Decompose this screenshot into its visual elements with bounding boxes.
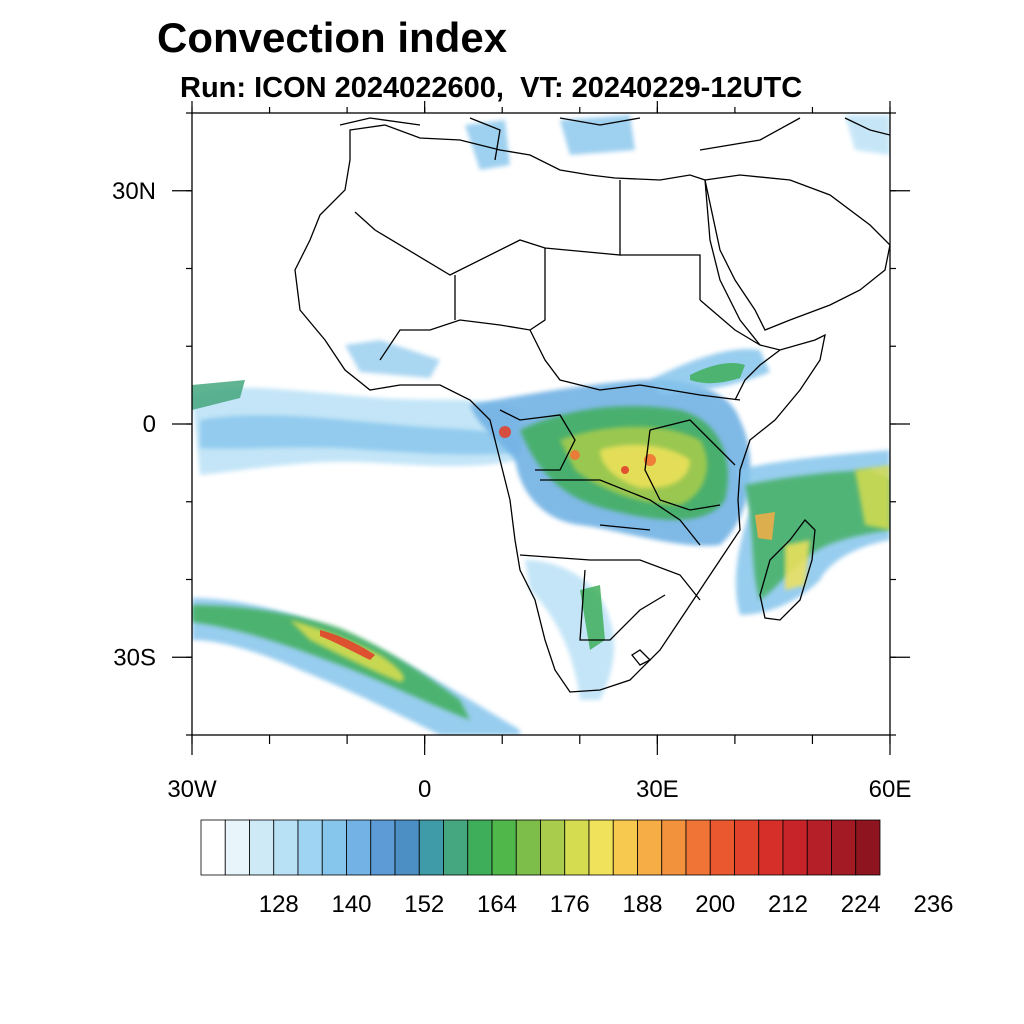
page-title: Convection index [157, 14, 508, 61]
colorbar-swatch [734, 819, 760, 876]
lat-tick-label: 30N [112, 178, 156, 205]
lon-tick-label: 0 [418, 776, 431, 803]
colorbar-swatch [540, 819, 566, 876]
colorbar-swatch [273, 819, 299, 876]
colorbar-label: 236 [913, 891, 953, 918]
colorbar-swatch [855, 819, 881, 876]
colorbar-swatch [637, 819, 663, 876]
colorbar-label: 188 [622, 891, 662, 918]
colorbar-swatch [224, 819, 250, 876]
colorbar-swatch [418, 819, 444, 876]
colorbar-swatch [200, 819, 226, 876]
colorbar-swatch [831, 819, 857, 876]
colorbar-label: 224 [841, 891, 881, 918]
lon-tick-label: 60E [869, 776, 912, 803]
colorbar-swatch [661, 819, 687, 876]
colorbar-swatch [758, 819, 784, 876]
colorbar-label: 140 [331, 891, 371, 918]
colorbar-swatch [685, 819, 711, 876]
colorbar-swatch [370, 819, 396, 876]
colorbar-swatch [321, 819, 347, 876]
colorbar-swatch [564, 819, 590, 876]
convection-field [192, 115, 890, 735]
colorbar-label: 128 [259, 891, 299, 918]
map-axes: 30W 0 30E 60E 30N 0 30S [112, 101, 911, 803]
colorbar-swatch [806, 819, 832, 876]
colorbar-label: 152 [404, 891, 444, 918]
lon-tick-label: 30E [636, 776, 679, 803]
colorbar: 128 140 152 164 176 188 200 212 224 236 [200, 819, 954, 918]
colorbar-swatch [782, 819, 808, 876]
lon-tick-label: 30W [167, 776, 217, 803]
colorbar-swatch [588, 819, 614, 876]
colorbar-swatch [443, 819, 469, 876]
colorbar-label: 200 [695, 891, 735, 918]
colorbar-swatch [297, 819, 323, 876]
coastlines [294, 117, 890, 693]
colorbar-swatch [467, 819, 493, 876]
colorbar-label: 164 [477, 891, 517, 918]
lat-tick-label: 30S [113, 644, 156, 671]
colorbar-label: 176 [550, 891, 590, 918]
lat-tick-label: 0 [143, 411, 156, 438]
colorbar-swatch [394, 819, 420, 876]
colorbar-label: 212 [768, 891, 808, 918]
colorbar-swatch [709, 819, 735, 876]
colorbar-swatch [612, 819, 638, 876]
colorbar-swatch [346, 819, 372, 876]
colorbar-swatch [515, 819, 541, 876]
colorbar-swatch [249, 819, 275, 876]
colorbar-swatch [491, 819, 517, 876]
subtitle: Run: ICON 2024022600, VT: 20240229-12UTC [180, 72, 803, 104]
